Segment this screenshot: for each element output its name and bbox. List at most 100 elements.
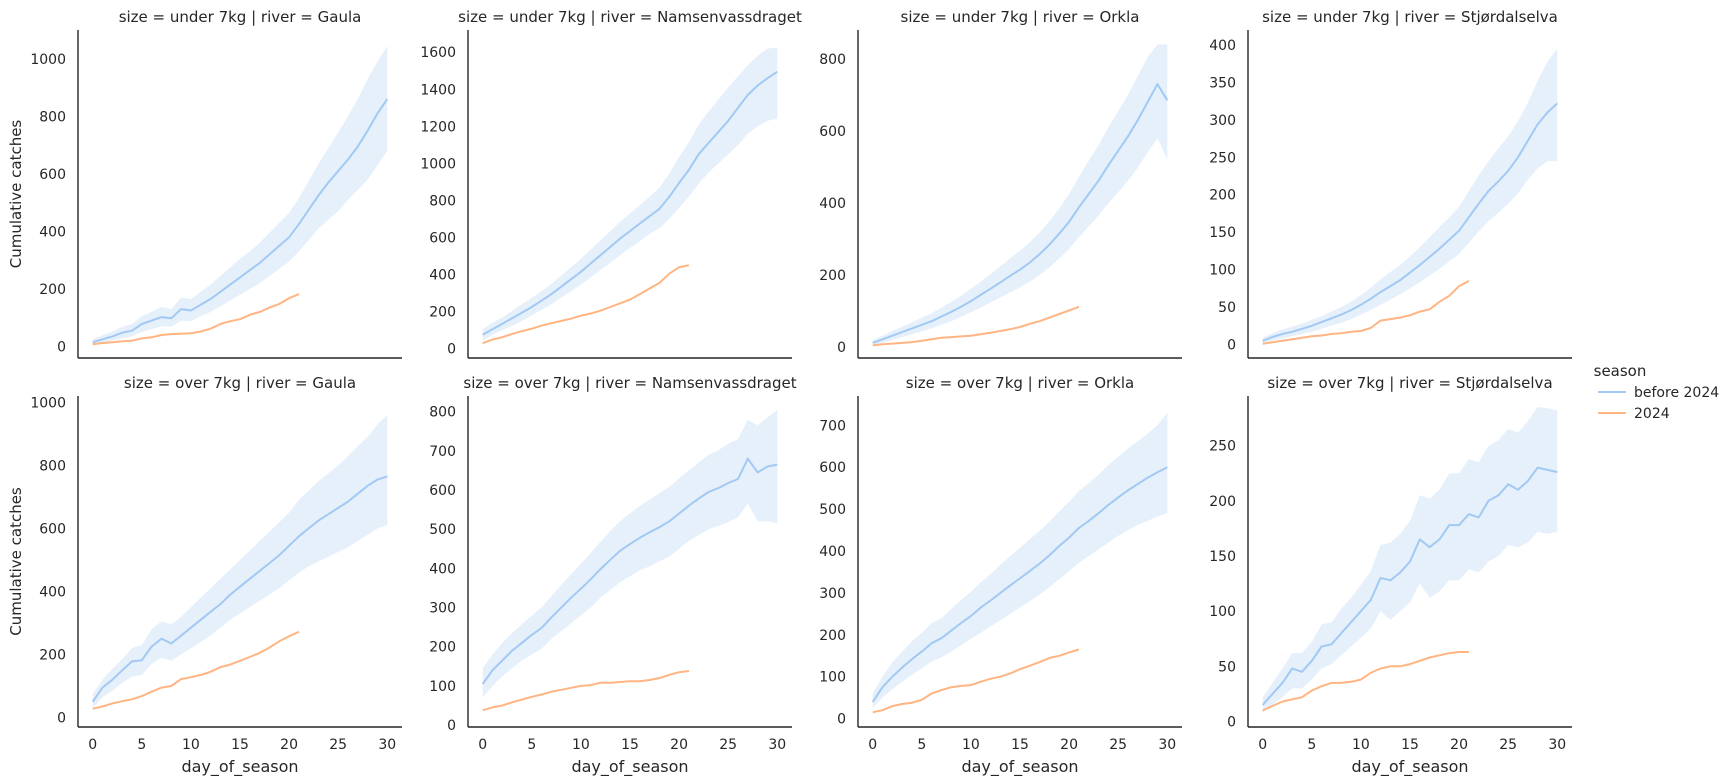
y-tick-label: 200: [429, 640, 456, 656]
legend-label-before-2024: before 2024: [1634, 385, 1719, 401]
panel-title: size = under 7kg | river = Gaula: [119, 8, 362, 26]
x-tick-label: 20: [1450, 737, 1468, 753]
y-tick-label: 0: [1227, 714, 1236, 730]
chart-panel: size = over 7kg | river = Stjørdalselva 0…: [1209, 374, 1572, 777]
y-tick-label: 250: [1209, 439, 1236, 455]
x-tick-label: 5: [527, 737, 536, 753]
series-line-2024: [92, 293, 300, 346]
y-tick-label: 150: [1209, 225, 1236, 241]
y-tick-label: 100: [1209, 263, 1236, 279]
y-tick-label: 400: [39, 224, 66, 240]
panel-title: size = under 7kg | river = Stjørdalselva: [1262, 8, 1558, 26]
x-axis-label: day_of_season: [1351, 757, 1468, 777]
x-tick-label: 30: [768, 737, 786, 753]
y-tick-label: 500: [819, 502, 846, 518]
y-axis-label: Cumulative catches: [7, 487, 25, 636]
y-tick-label: 700: [819, 418, 846, 434]
y-tick-label: 0: [447, 718, 456, 734]
x-tick-label: 5: [137, 737, 146, 753]
y-tick-label: 200: [39, 282, 66, 298]
confidence-band: [482, 47, 778, 341]
y-tick-label: 600: [429, 231, 456, 247]
y-tick-label: 0: [57, 339, 66, 355]
series-line-2024: [92, 630, 300, 710]
y-tick-label: 1000: [30, 52, 66, 68]
y-tick-label: 0: [837, 340, 846, 356]
y-tick-label: 0: [447, 342, 456, 358]
y-tick-label: 350: [1209, 75, 1236, 91]
y-tick-label: 1600: [420, 45, 456, 61]
y-tick-label: 200: [819, 268, 846, 284]
y-tick-label: 1200: [420, 119, 456, 135]
panel-title: size = over 7kg | river = Stjørdalselva: [1267, 374, 1552, 392]
y-tick-label: 400: [819, 196, 846, 212]
panel-title: size = over 7kg | river = Gaula: [124, 374, 356, 392]
x-tick-label: 20: [670, 737, 688, 753]
y-tick-label: 0: [57, 711, 66, 727]
panel-title: size = under 7kg | river = Orkla: [901, 8, 1140, 26]
x-tick-label: 15: [621, 737, 639, 753]
panel-title: size = under 7kg | river = Namsenvassdra…: [458, 8, 802, 26]
y-tick-label: 300: [429, 601, 456, 617]
chart-panel: size = over 7kg | river = Gaula020040060…: [7, 374, 402, 777]
y-tick-label: 50: [1218, 300, 1236, 316]
y-tick-label: 600: [39, 167, 66, 183]
chart-panel: size = under 7kg | river = Gaula 0 200 400 6…: [7, 8, 402, 359]
series-line-2024: [482, 670, 690, 712]
y-tick-label: 50: [1218, 659, 1236, 675]
legend-title: season: [1594, 362, 1647, 380]
chart-panel: size = over 7kg | river = Namsenvassdrag…: [429, 374, 796, 777]
series-line-before-2024: [481, 457, 778, 685]
y-tick-label: 0: [1227, 338, 1236, 354]
x-tick-label: 25: [719, 737, 737, 753]
series-line-before-2024: [91, 475, 388, 703]
chart-panel: size = under 7kg | river = Namsenvassdra…: [420, 8, 802, 359]
y-tick-label: 800: [39, 109, 66, 125]
y-tick-label: 1000: [30, 395, 66, 411]
series-line-before-2024: [871, 466, 1168, 703]
y-tick-label: 200: [1209, 188, 1236, 204]
y-tick-label: 600: [39, 521, 66, 537]
y-tick-label: 100: [1209, 604, 1236, 620]
y-tick-label: 400: [429, 268, 456, 284]
y-tick-label: 150: [1209, 549, 1236, 565]
series-line-before-2024: [92, 98, 389, 344]
series-line-before-2024: [1261, 466, 1558, 706]
confidence-band: [92, 414, 388, 709]
y-tick-label: 200: [819, 628, 846, 644]
x-tick-label: 15: [231, 737, 249, 753]
x-tick-label: 15: [1011, 737, 1029, 753]
x-tick-label: 15: [1401, 737, 1419, 753]
x-tick-label: 30: [378, 737, 396, 753]
x-tick-label: 0: [1258, 737, 1267, 753]
x-tick-label: 10: [1352, 737, 1370, 753]
x-tick-label: 10: [182, 737, 200, 753]
x-axis-label: day_of_season: [571, 757, 688, 777]
x-tick-label: 25: [1109, 737, 1127, 753]
x-tick-label: 20: [280, 737, 298, 753]
y-tick-label: 600: [819, 460, 846, 476]
legend-label-2024: 2024: [1634, 406, 1670, 422]
y-tick-label: 200: [429, 305, 456, 321]
x-tick-label: 10: [962, 737, 980, 753]
x-tick-label: 25: [329, 737, 347, 753]
y-tick-label: 400: [39, 584, 66, 600]
series-line-2024: [1262, 280, 1470, 345]
y-tick-label: 800: [39, 458, 66, 474]
x-tick-label: 10: [572, 737, 590, 753]
y-tick-label: 100: [429, 679, 456, 695]
y-tick-label: 400: [429, 561, 456, 577]
y-tick-label: 300: [1209, 113, 1236, 129]
y-tick-label: 600: [429, 483, 456, 499]
series-line-before-2024: [482, 70, 778, 336]
x-tick-label: 0: [478, 737, 487, 753]
y-tick-label: 200: [1209, 494, 1236, 510]
x-tick-label: 0: [868, 737, 877, 753]
y-tick-label: 100: [819, 670, 846, 686]
y-tick-label: 0: [837, 712, 846, 728]
y-tick-label: 800: [429, 405, 456, 421]
series-line-before-2024: [872, 83, 1169, 344]
confidence-band: [872, 44, 1168, 346]
chart-panel: size = under 7kg | river = Orkla 0 200 400 6…: [819, 8, 1182, 359]
